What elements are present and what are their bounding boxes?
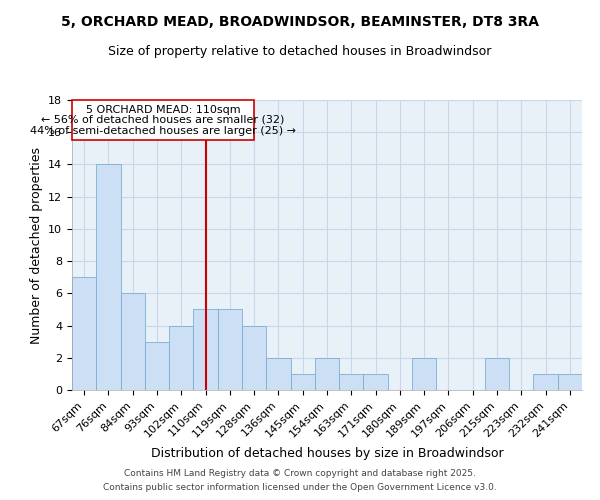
Bar (485, 358, 509, 390)
Bar (364, 374, 388, 390)
Bar (558, 374, 582, 390)
Text: Contains HM Land Registry data © Crown copyright and database right 2025.: Contains HM Land Registry data © Crown c… (124, 468, 476, 477)
Bar (72, 277, 96, 390)
Bar (339, 374, 364, 390)
Text: Size of property relative to detached houses in Broadwindsor: Size of property relative to detached ho… (109, 45, 491, 58)
Text: ← 56% of detached houses are smaller (32): ← 56% of detached houses are smaller (32… (41, 114, 285, 124)
Y-axis label: Number of detached properties: Number of detached properties (29, 146, 43, 344)
Text: 5, ORCHARD MEAD, BROADWINDSOR, BEAMINSTER, DT8 3RA: 5, ORCHARD MEAD, BROADWINDSOR, BEAMINSTE… (61, 15, 539, 29)
Text: 44% of semi-detached houses are larger (25) →: 44% of semi-detached houses are larger (… (30, 126, 296, 136)
Bar (533, 374, 558, 390)
FancyBboxPatch shape (72, 100, 254, 140)
Bar (242, 326, 266, 390)
Text: 5 ORCHARD MEAD: 110sqm: 5 ORCHARD MEAD: 110sqm (86, 105, 241, 115)
Bar (169, 326, 193, 390)
Text: Contains public sector information licensed under the Open Government Licence v3: Contains public sector information licen… (103, 484, 497, 492)
Bar (412, 358, 436, 390)
Bar (121, 294, 145, 390)
X-axis label: Distribution of detached houses by size in Broadwindsor: Distribution of detached houses by size … (151, 447, 503, 460)
Bar (193, 310, 218, 390)
Bar (218, 310, 242, 390)
Bar (145, 342, 169, 390)
Bar (290, 374, 315, 390)
Bar (315, 358, 339, 390)
Bar (266, 358, 290, 390)
Bar (96, 164, 121, 390)
